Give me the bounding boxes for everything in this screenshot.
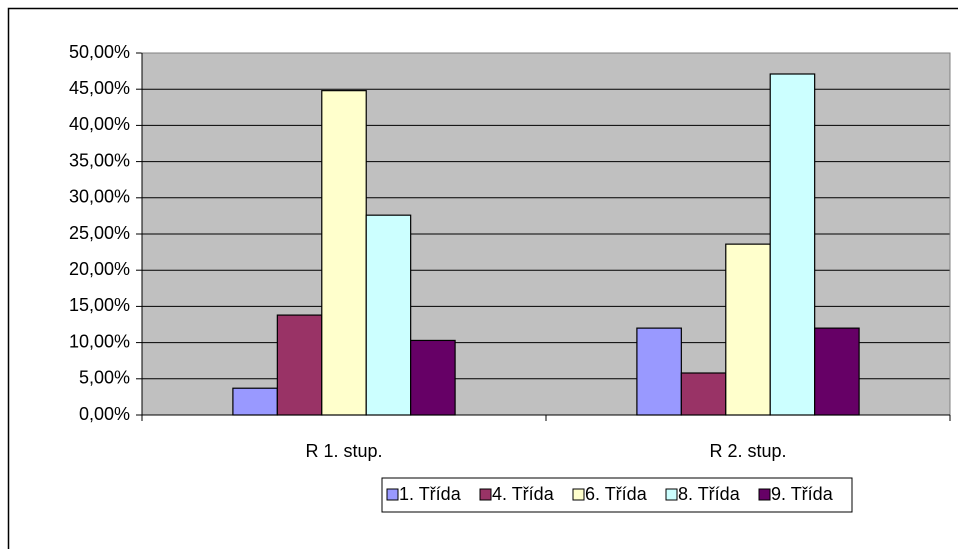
bar [276,314,323,416]
y-tick-label: 50,00% [69,42,130,62]
y-tick-label: 35,00% [69,150,130,170]
legend-swatch [665,488,678,501]
legend-box [381,477,853,513]
bar [680,372,727,416]
x-tick-label: R 1. stup. [305,441,382,461]
legend-label: 8. Třída [678,484,741,504]
legend-swatch [386,488,399,501]
bar [410,339,456,416]
legend-label: 9. Třída [771,484,834,504]
bar [232,387,278,416]
bar [814,327,860,416]
legend-label: 1. Třída [399,484,462,504]
legend-swatch [572,488,585,501]
bar [636,327,682,416]
y-tick-label: 40,00% [69,114,130,134]
bar [769,73,816,416]
bar [321,90,367,416]
y-tick-label: 30,00% [69,187,130,207]
bar [725,243,771,416]
y-tick-label: 0,00% [79,404,130,424]
y-tick-label: 20,00% [69,259,130,279]
legend-swatch [758,488,771,501]
legend-label: 6. Třída [585,484,648,504]
y-tick-label: 15,00% [69,295,130,315]
y-tick-label: 5,00% [79,368,130,388]
y-tick-label: 45,00% [69,78,130,98]
legend-swatch [479,488,492,501]
y-tick-label: 10,00% [69,331,130,351]
legend-label: 4. Třída [492,484,555,504]
bar [365,214,412,416]
x-tick-label: R 2. stup. [709,441,786,461]
y-tick-label: 25,00% [69,223,130,243]
